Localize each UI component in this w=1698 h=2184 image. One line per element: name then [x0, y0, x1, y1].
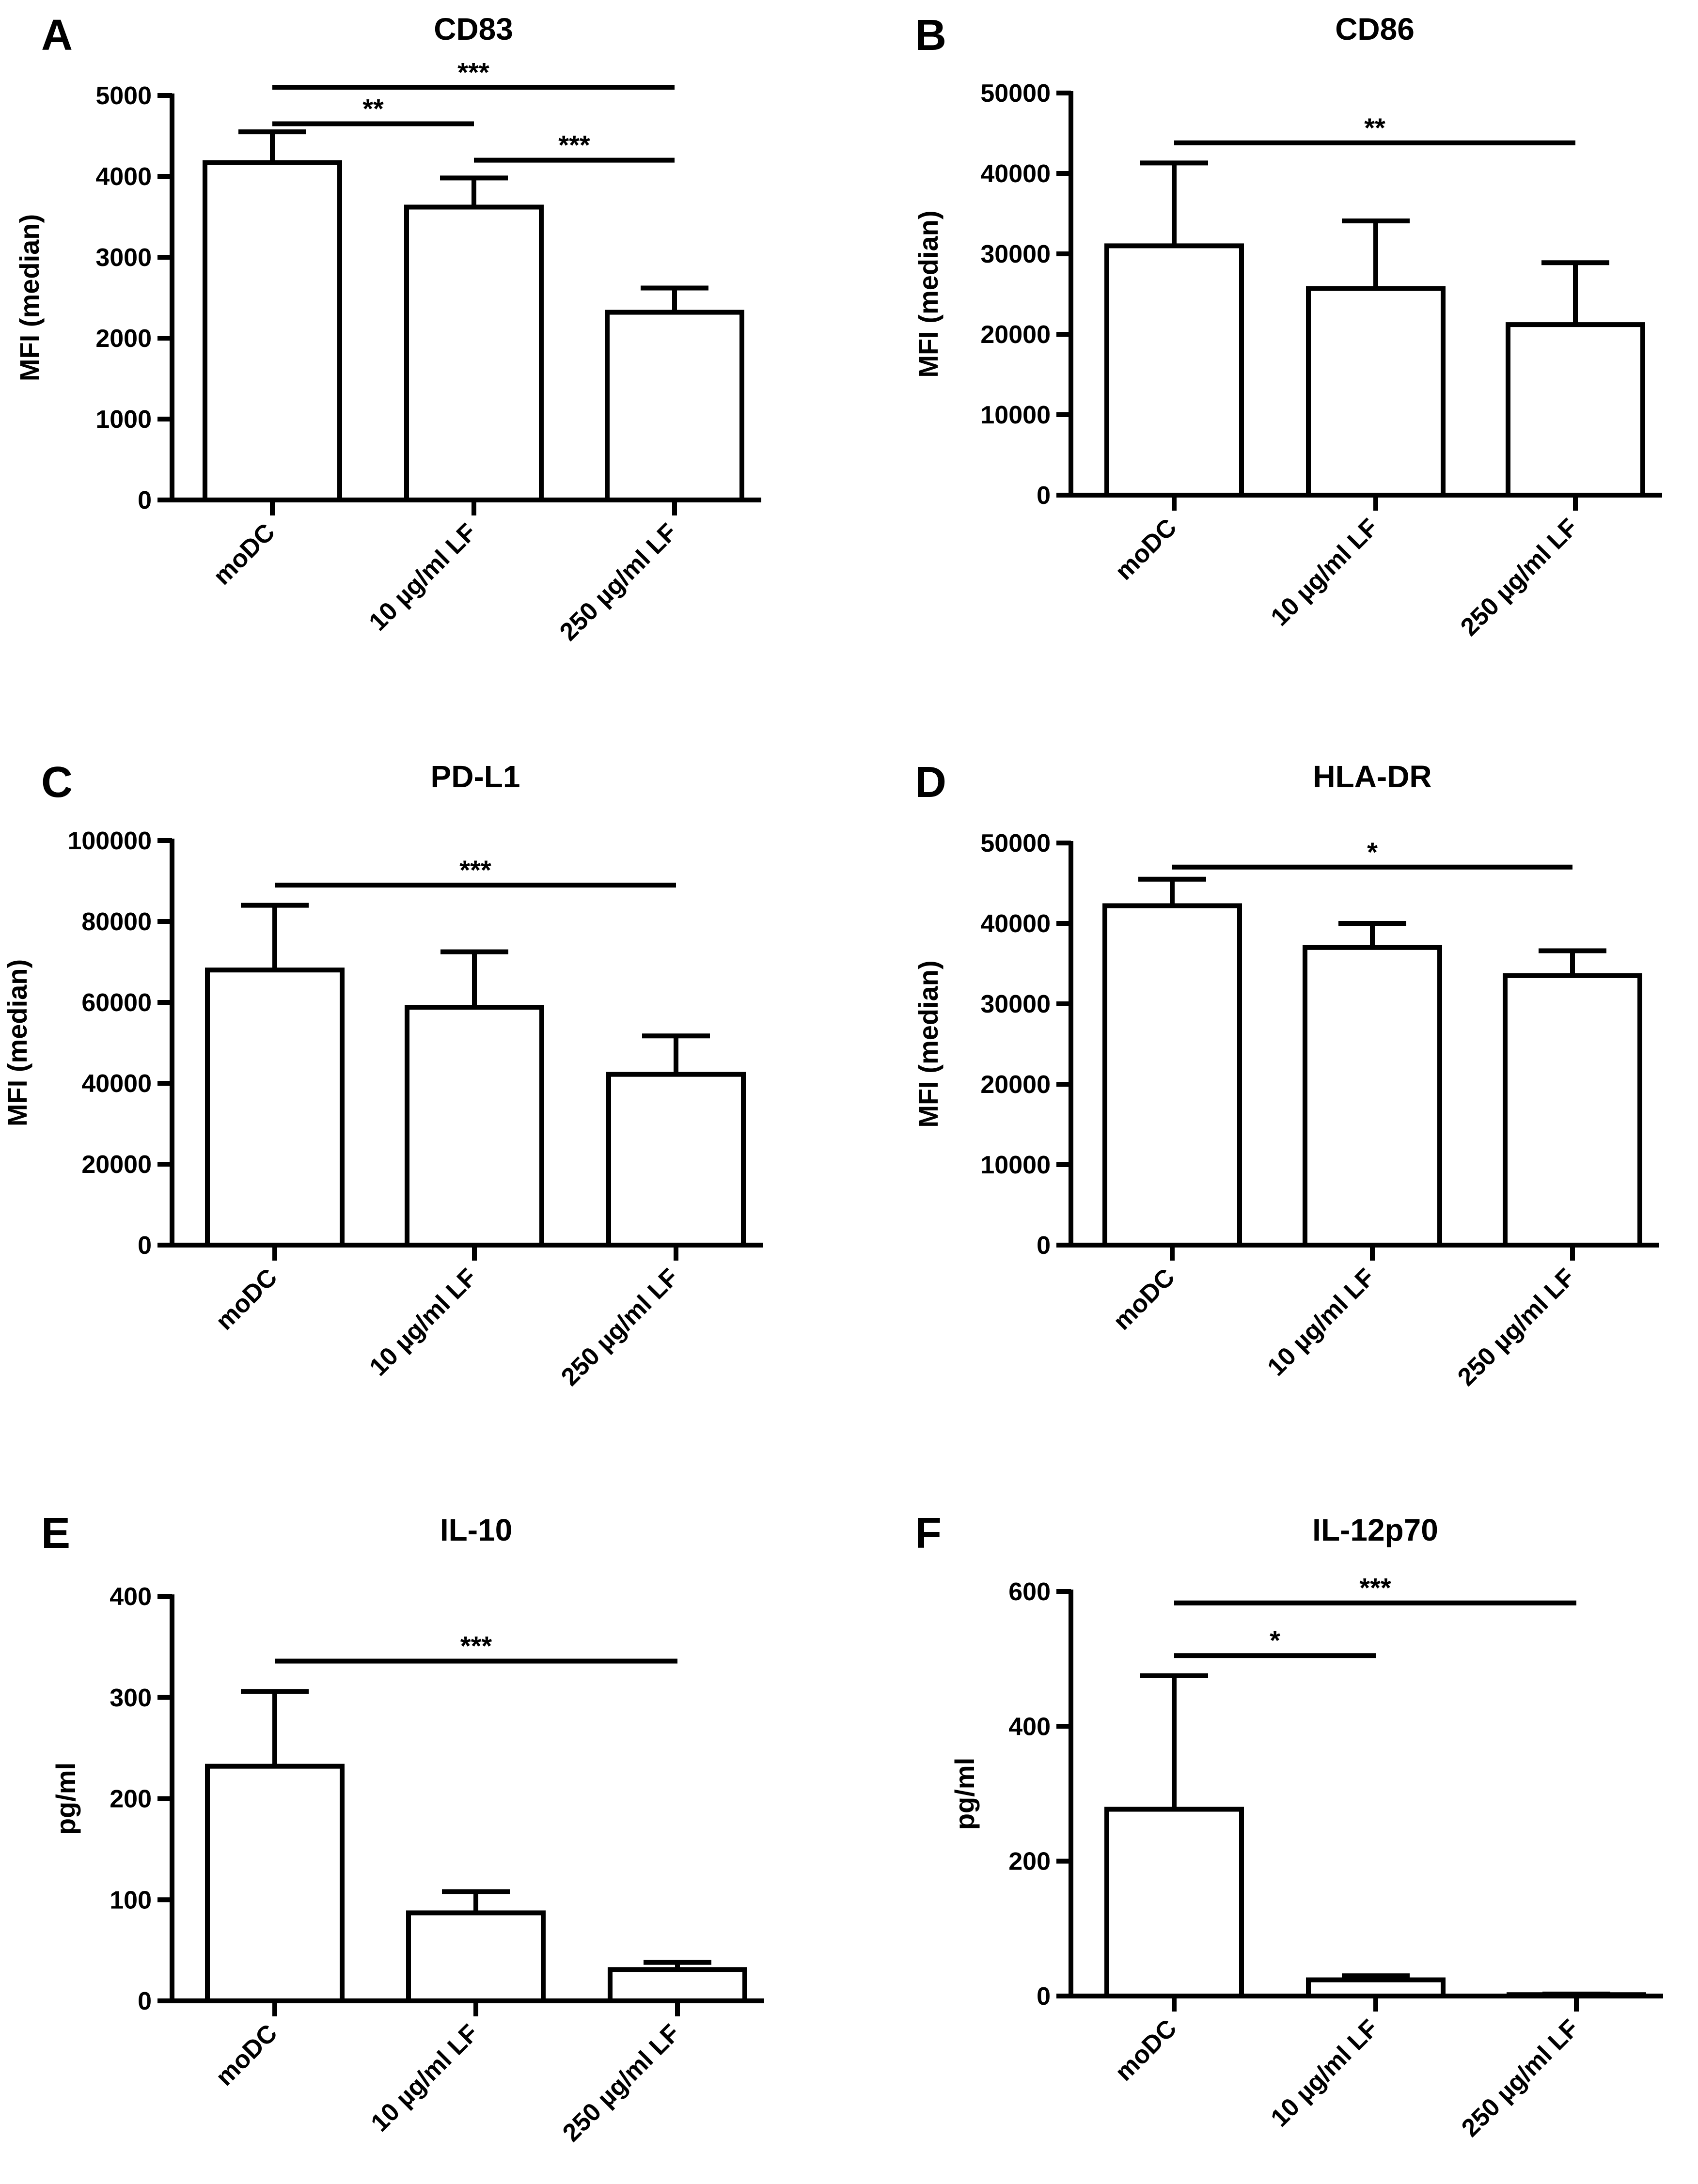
panel-e-category-label: moDC: [210, 2019, 283, 2091]
panel-a-y-tick-label: 2000: [95, 325, 152, 353]
panel-b-category-label: moDC: [1110, 513, 1182, 585]
panel-d-y-tick-label: 50000: [980, 829, 1051, 858]
panel-f-y-tick-label: 0: [1037, 1982, 1051, 2011]
panel-c-category-label: 250 µg/ml LF: [556, 1263, 684, 1391]
panel-c-letter: C: [41, 758, 73, 807]
panel-b-y-axis-label: MFI (median): [913, 210, 943, 377]
panel-c-bar: [606, 1072, 746, 1248]
panel-c-y-tick-label: 100000: [67, 827, 152, 855]
panel-a-y-tick-label: 1000: [95, 406, 152, 434]
panel-c-title: PD-L1: [431, 759, 520, 794]
panel-b-bar: [1506, 322, 1645, 498]
panel-c-significance-label: ***: [459, 855, 491, 885]
panel-a-y-tick-label: 0: [138, 486, 152, 515]
panel-f-letter: F: [915, 1509, 942, 1558]
panel-a-y-tick-label: 4000: [95, 163, 152, 191]
panel-a-y-tick-label: 5000: [95, 82, 152, 110]
panel-c-category-label: 10 µg/ml LF: [364, 1263, 482, 1381]
panel-e-y-tick-label: 400: [110, 1583, 152, 1611]
panel-b-y-tick-label: 20000: [980, 321, 1051, 349]
panel-a-letter: A: [41, 11, 73, 60]
panel-b-y-tick-label: 10000: [980, 401, 1051, 429]
panel-e-y-tick-label: 0: [138, 1987, 152, 2015]
panel-c-category-label: moDC: [210, 1263, 283, 1335]
panel-e-y-axis-label: pg/ml: [50, 1763, 81, 1835]
panel-e-letter: E: [41, 1509, 70, 1558]
panel-d-y-tick-label: 30000: [980, 990, 1051, 1018]
panel-b-letter: B: [915, 11, 946, 60]
panel-a-y-axis-label: MFI (median): [14, 214, 45, 381]
panel-a-bar: [404, 204, 544, 502]
panel-a-category-label: 250 µg/ml LF: [554, 518, 682, 646]
panel-b-y-tick-label: 40000: [980, 160, 1051, 188]
panel-d-category-label: 250 µg/ml LF: [1452, 1263, 1580, 1391]
panel-e-bar: [205, 1763, 345, 2003]
panel-c-y-tick-label: 20000: [81, 1151, 152, 1179]
panel-a-title: CD83: [434, 12, 513, 47]
panel-e-bar: [406, 1910, 546, 2003]
panel-b-significance-label: **: [1364, 112, 1385, 143]
panel-b-y-tick-label: 0: [1037, 482, 1051, 510]
panel-d-bar: [1102, 903, 1242, 1248]
panel-c-bar: [405, 1005, 544, 1248]
panel-d-y-tick-label: 10000: [980, 1151, 1051, 1179]
panel-a-bar: [203, 160, 342, 502]
panel-e-bar: [608, 1967, 747, 2004]
panel-f-category-label: 10 µg/ml LF: [1265, 2014, 1384, 2132]
panel-a-category-label: moDC: [208, 518, 280, 590]
panel-c-y-tick-label: 0: [138, 1232, 152, 1260]
panel-f-y-tick-label: 400: [1008, 1713, 1051, 1741]
panel-a-significance-label: ***: [558, 130, 590, 160]
panel-f-title: IL-12p70: [1312, 1513, 1438, 1547]
panel-d-bar: [1503, 973, 1642, 1248]
panel-c-y-tick-label: 60000: [81, 989, 152, 1017]
panel-e-title: IL-10: [440, 1513, 512, 1547]
panel-b-category-label: 250 µg/ml LF: [1455, 513, 1583, 641]
panel-b-y-tick-label: 30000: [980, 240, 1051, 268]
panel-d-significance-label: *: [1367, 837, 1378, 867]
panel-c-y-tick-label: 80000: [81, 908, 152, 936]
panel-f-bar: [1507, 1992, 1646, 1999]
panel-f-y-axis-label: pg/ml: [949, 1758, 980, 1830]
panel-d-bar: [1303, 945, 1442, 1248]
panel-c-y-tick-label: 40000: [81, 1070, 152, 1098]
panel-d-y-tick-label: 20000: [980, 1071, 1051, 1099]
panel-a-y-tick-label: 3000: [95, 244, 152, 272]
panel-f-bar: [1104, 1807, 1244, 1998]
panel-a-significance-label: **: [362, 93, 384, 124]
panel-f-category-label: moDC: [1110, 2014, 1182, 2086]
panel-e-category-label: 10 µg/ml LF: [365, 2019, 484, 2137]
panel-b-category-label: 10 µg/ml LF: [1265, 513, 1384, 631]
panel-b-bar: [1306, 286, 1446, 498]
panel-f-category-label: 250 µg/ml LF: [1456, 2014, 1584, 2142]
panel-f-significance-label: ***: [1359, 1573, 1391, 1603]
panel-e-y-tick-label: 100: [110, 1886, 152, 1914]
panel-a-category-label: 10 µg/ml LF: [363, 518, 482, 636]
panel-d-title: HLA-DR: [1313, 759, 1431, 794]
panel-f-bar: [1306, 1977, 1446, 1999]
panel-b-title: CD86: [1335, 12, 1415, 47]
panel-f-significance-label: *: [1270, 1625, 1280, 1655]
panel-c-y-axis-label: MFI (median): [2, 959, 32, 1126]
panel-e-y-tick-label: 200: [110, 1785, 152, 1813]
panel-d-letter: D: [915, 758, 946, 807]
panel-c-bar: [205, 967, 345, 1248]
panel-f-y-tick-label: 200: [1008, 1848, 1051, 1876]
panel-d-y-tick-label: 0: [1037, 1232, 1051, 1260]
panel-d-category-label: moDC: [1108, 1263, 1180, 1335]
panel-e-y-tick-label: 300: [110, 1684, 152, 1712]
panel-d-y-axis-label: MFI (median): [913, 960, 943, 1127]
panel-b-bar: [1104, 243, 1244, 498]
panel-d-y-tick-label: 40000: [980, 910, 1051, 938]
panel-a-bar: [605, 310, 744, 502]
panel-f-y-tick-label: 600: [1008, 1578, 1051, 1606]
panel-e-category-label: 250 µg/ml LF: [557, 2019, 685, 2147]
panel-a-significance-label: ***: [457, 57, 489, 87]
panel-e-significance-label: ***: [460, 1631, 492, 1661]
panel-d-category-label: 10 µg/ml LF: [1262, 1263, 1380, 1381]
panel-b-y-tick-label: 50000: [980, 79, 1051, 108]
